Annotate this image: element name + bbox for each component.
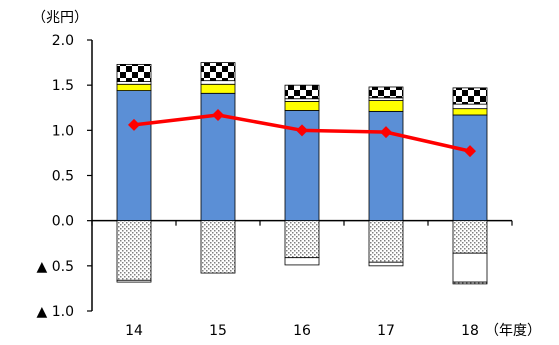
bar-segment bbox=[284, 101, 320, 111]
y-tick-label: 1.5 bbox=[52, 78, 74, 94]
line-layer bbox=[128, 108, 476, 158]
bar-segment bbox=[200, 220, 236, 274]
y-tick-label: 0.0 bbox=[52, 214, 74, 230]
y-tick-label: 2.0 bbox=[52, 33, 74, 49]
bar-segment bbox=[368, 261, 404, 267]
bar-segment bbox=[452, 103, 488, 110]
bar-segment bbox=[452, 252, 488, 283]
x-tick-label: 15 bbox=[209, 323, 227, 339]
bar-segment bbox=[368, 86, 404, 99]
bar-segment bbox=[116, 63, 152, 82]
bar-segment bbox=[284, 84, 320, 100]
bar-segment bbox=[368, 100, 404, 112]
bar-segment bbox=[284, 257, 320, 266]
bar-segment bbox=[200, 80, 236, 85]
bar-segment bbox=[116, 220, 152, 281]
line-point bbox=[464, 145, 476, 158]
bar-segment bbox=[452, 108, 488, 116]
bar-segment bbox=[200, 83, 236, 94]
bar-segment bbox=[116, 83, 152, 91]
x-tick-label: 14 bbox=[125, 323, 143, 339]
bar-segment bbox=[452, 281, 488, 285]
axes: 2.0 1.5 1.0 0.5 0.0 ▲ 0.5 ▲ 1.0 14 15 16 17 18 bbox=[37, 33, 513, 339]
x-tick-label: 18 bbox=[461, 323, 479, 339]
bar-segment bbox=[116, 90, 152, 222]
bar-segment bbox=[452, 220, 488, 254]
y-tick-label: ▲ 1.0 bbox=[37, 304, 74, 320]
line-point bbox=[128, 118, 140, 131]
bars bbox=[116, 62, 488, 285]
y-tick-label: 1.0 bbox=[52, 123, 74, 139]
bar-segment bbox=[452, 87, 488, 105]
x-tick-label: 17 bbox=[377, 323, 395, 339]
bar-segment bbox=[284, 220, 320, 259]
x-axis-unit-label: （年度） bbox=[485, 323, 541, 339]
bar-segment bbox=[368, 97, 404, 101]
line-point bbox=[380, 126, 392, 139]
y-axis-unit-label: （兆円） bbox=[32, 10, 88, 26]
bar-segment bbox=[200, 62, 236, 82]
line-point bbox=[212, 108, 224, 121]
x-tick-label: 16 bbox=[293, 323, 311, 339]
bar-segment bbox=[116, 279, 152, 283]
line-point bbox=[296, 124, 308, 137]
bar-segment bbox=[284, 98, 320, 102]
y-tick-label: 0.5 bbox=[52, 169, 74, 185]
bar-segment bbox=[452, 114, 488, 222]
bar-segment bbox=[116, 81, 152, 85]
y-tick-label: ▲ 0.5 bbox=[37, 259, 74, 275]
bar-segment bbox=[368, 220, 404, 263]
